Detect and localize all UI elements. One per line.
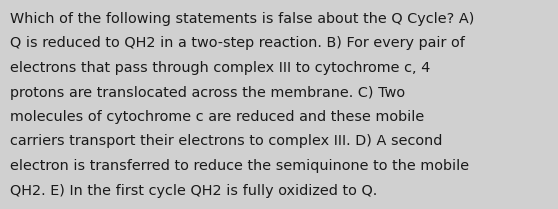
Text: electron is transferred to reduce the semiquinone to the mobile: electron is transferred to reduce the se… [10,159,469,173]
Text: QH2. E) In the first cycle QH2 is fully oxidized to Q.: QH2. E) In the first cycle QH2 is fully … [10,184,377,198]
Text: Q is reduced to QH2 in a two-step reaction. B) For every pair of: Q is reduced to QH2 in a two-step reacti… [10,37,465,51]
Text: molecules of cytochrome c are reduced and these mobile: molecules of cytochrome c are reduced an… [10,110,424,124]
Text: electrons that pass through complex III to cytochrome c, 4: electrons that pass through complex III … [10,61,430,75]
Text: carriers transport their electrons to complex III. D) A second: carriers transport their electrons to co… [10,135,442,149]
Text: Which of the following statements is false about the Q Cycle? A): Which of the following statements is fal… [10,12,474,26]
Text: protons are translocated across the membrane. C) Two: protons are translocated across the memb… [10,85,405,99]
